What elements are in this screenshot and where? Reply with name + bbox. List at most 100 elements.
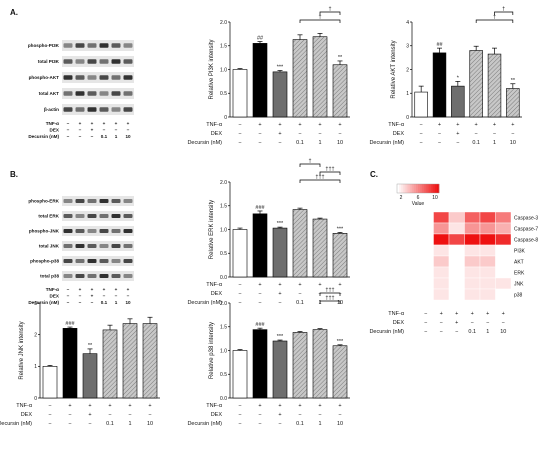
p38-bar-1 bbox=[252, 329, 268, 399]
jnk-cond-value-0-4: + bbox=[128, 403, 131, 409]
heatmap-cell-1-1 bbox=[433, 222, 450, 235]
blot-b-cond-value-0-5: + bbox=[127, 287, 130, 292]
p38-bracket-label-0: ††† bbox=[325, 296, 334, 302]
pi3k-cond-value-1-3: − bbox=[298, 131, 301, 137]
western-blot-b: phospho-ERK total ERK phospho-JNK total JNK… bbox=[28, 196, 134, 305]
jnk-cond-label-2: Decursin (nM) bbox=[0, 421, 32, 427]
akt-cond-value-0-3: + bbox=[475, 122, 478, 128]
akt-cond-value-1-2: + bbox=[456, 131, 459, 137]
blot-b-band-2 bbox=[62, 226, 134, 236]
blot-b-cond-value-2-1: − bbox=[79, 300, 82, 305]
jnk-ytick-3: 3 bbox=[34, 301, 37, 307]
p38-cond-value-0-1: + bbox=[258, 403, 261, 409]
pi3k-ytick-3: 1.5 bbox=[220, 44, 227, 50]
jnk-sig-1: ### bbox=[65, 321, 75, 327]
blot-b-cond-label-2: Decursin (nM) bbox=[28, 300, 59, 305]
blot-a-cond-value-1-1: − bbox=[79, 128, 82, 133]
heatmap-cell-0-4 bbox=[479, 211, 496, 224]
p38-sig-2: *** bbox=[277, 334, 284, 340]
p38-bar-0 bbox=[232, 350, 248, 399]
erk-bracket-0 bbox=[299, 179, 341, 183]
heatmap-cell-2-3 bbox=[464, 233, 481, 246]
pi3k-cond-value-0-0: − bbox=[238, 122, 241, 128]
jnk-ylabel: Relative JNK intensity bbox=[19, 321, 25, 379]
akt-cond-value-2-0: − bbox=[420, 140, 423, 146]
erk-cond-value-2-3: 0.1 bbox=[296, 300, 304, 306]
pi3k-cond-value-0-1: + bbox=[258, 122, 261, 128]
heatmap-cell-6-0 bbox=[417, 277, 434, 290]
pi3k-cond-value-1-2: + bbox=[278, 131, 281, 137]
pi3k-cond-value-2-3: 0.1 bbox=[296, 140, 304, 146]
p38-cond-value-1-2: + bbox=[278, 412, 281, 418]
p38-bar-3 bbox=[292, 332, 308, 399]
p38-cond-value-2-1: − bbox=[258, 421, 261, 427]
heatmap-cond-value-2-3: 0.1 bbox=[468, 329, 476, 335]
heatmap-cell-1-4 bbox=[479, 222, 496, 235]
panel-label-a: A. bbox=[10, 8, 18, 17]
erk-bar-5 bbox=[332, 233, 348, 278]
heatmap-cell-0-0 bbox=[417, 211, 434, 224]
heatmap-cond-value-1-0: − bbox=[424, 320, 427, 326]
heatmap-cell-1-5 bbox=[495, 222, 512, 235]
pi3k-cond-value-0-3: + bbox=[298, 122, 301, 128]
heatmap-scale-tick-0: 2 bbox=[400, 195, 403, 201]
pi3k-cond-label-0: TNF-α bbox=[206, 122, 223, 128]
erk-cond-value-2-0: − bbox=[238, 300, 241, 306]
heatmap-cell-6-3 bbox=[464, 277, 481, 290]
erk-cond-value-0-5: + bbox=[338, 282, 341, 288]
heatmap-cell-3-5 bbox=[495, 244, 512, 257]
pi3k-ylabel: Relative PI3K intensity bbox=[209, 39, 215, 99]
blot-a-band-3 bbox=[62, 88, 134, 99]
erk-sig-1: ### bbox=[255, 205, 265, 211]
pi3k-sig-5: ** bbox=[338, 55, 343, 61]
p38-ytick-2: 1.0 bbox=[220, 348, 227, 354]
jnk-cond-value-0-0: − bbox=[48, 403, 51, 409]
jnk-bar-2 bbox=[82, 353, 98, 399]
blot-a-cond-value-0-2: + bbox=[91, 121, 94, 126]
akt-cond-value-0-1: + bbox=[438, 122, 441, 128]
heatmap-cond-value-0-2: + bbox=[455, 311, 458, 317]
pi3k-cond-value-1-1: − bbox=[258, 131, 261, 137]
akt-bar-5 bbox=[506, 88, 520, 118]
jnk-bar-3 bbox=[102, 329, 118, 399]
p38-cond-value-1-1: − bbox=[258, 412, 261, 418]
jnk-cond-value-2-4: 1 bbox=[128, 421, 131, 427]
jnk-bar-4 bbox=[122, 323, 138, 399]
jnk-cond-value-2-3: 0.1 bbox=[106, 421, 114, 427]
blot-a-cond-label-1: DEX bbox=[50, 128, 60, 133]
jnk-cond-value-2-1: − bbox=[68, 421, 71, 427]
blot-a-cond-value-1-4: − bbox=[115, 128, 118, 133]
akt-cond-value-0-2: + bbox=[456, 122, 459, 128]
akt-cond-value-1-0: − bbox=[420, 131, 423, 137]
akt-cond-value-2-3: 0.1 bbox=[472, 140, 480, 146]
erk-cond-value-0-1: + bbox=[258, 282, 261, 288]
p38-bar-4 bbox=[312, 329, 328, 399]
heatmap-cell-4-4 bbox=[479, 255, 496, 268]
erk-bracket-label-0: ††† bbox=[315, 175, 324, 181]
akt-cond-value-1-4: − bbox=[493, 131, 496, 137]
blot-a-cond-value-0-5: + bbox=[127, 121, 130, 126]
p38-cond-value-2-4: 1 bbox=[318, 421, 321, 427]
heatmap-cell-5-3 bbox=[464, 266, 481, 279]
heatmap-scale-tick-1: 6 bbox=[417, 195, 420, 201]
heatmap-cell-6-5 bbox=[495, 277, 512, 290]
erk-cond-value-1-2: + bbox=[278, 291, 281, 297]
heatmap-row-label-6: JNK bbox=[514, 282, 524, 288]
blot-a-cond-value-2-4: 1 bbox=[115, 134, 118, 139]
erk-bracket-2 bbox=[299, 163, 321, 167]
heatmap-cell-0-1 bbox=[433, 211, 450, 224]
pi3k-bracket-label-0: † bbox=[318, 15, 321, 21]
blot-b-cond-label-1: DEX bbox=[50, 294, 60, 299]
p38-ytick-1: 0.5 bbox=[220, 372, 227, 378]
akt-cond-value-1-1: − bbox=[438, 131, 441, 137]
p38-sig-1: ### bbox=[255, 322, 265, 328]
p38-ytick-3: 1.5 bbox=[220, 325, 227, 331]
akt-bracket-0 bbox=[475, 19, 514, 23]
blot-a-cond-value-1-5: − bbox=[127, 128, 130, 133]
jnk-cond-value-1-2: + bbox=[88, 412, 91, 418]
jnk-cond-value-1-4: − bbox=[128, 412, 131, 418]
blot-b-cond-value-0-2: + bbox=[91, 287, 94, 292]
heatmap-cell-1-3 bbox=[464, 222, 481, 235]
heatmap-cell-3-1 bbox=[433, 244, 450, 257]
